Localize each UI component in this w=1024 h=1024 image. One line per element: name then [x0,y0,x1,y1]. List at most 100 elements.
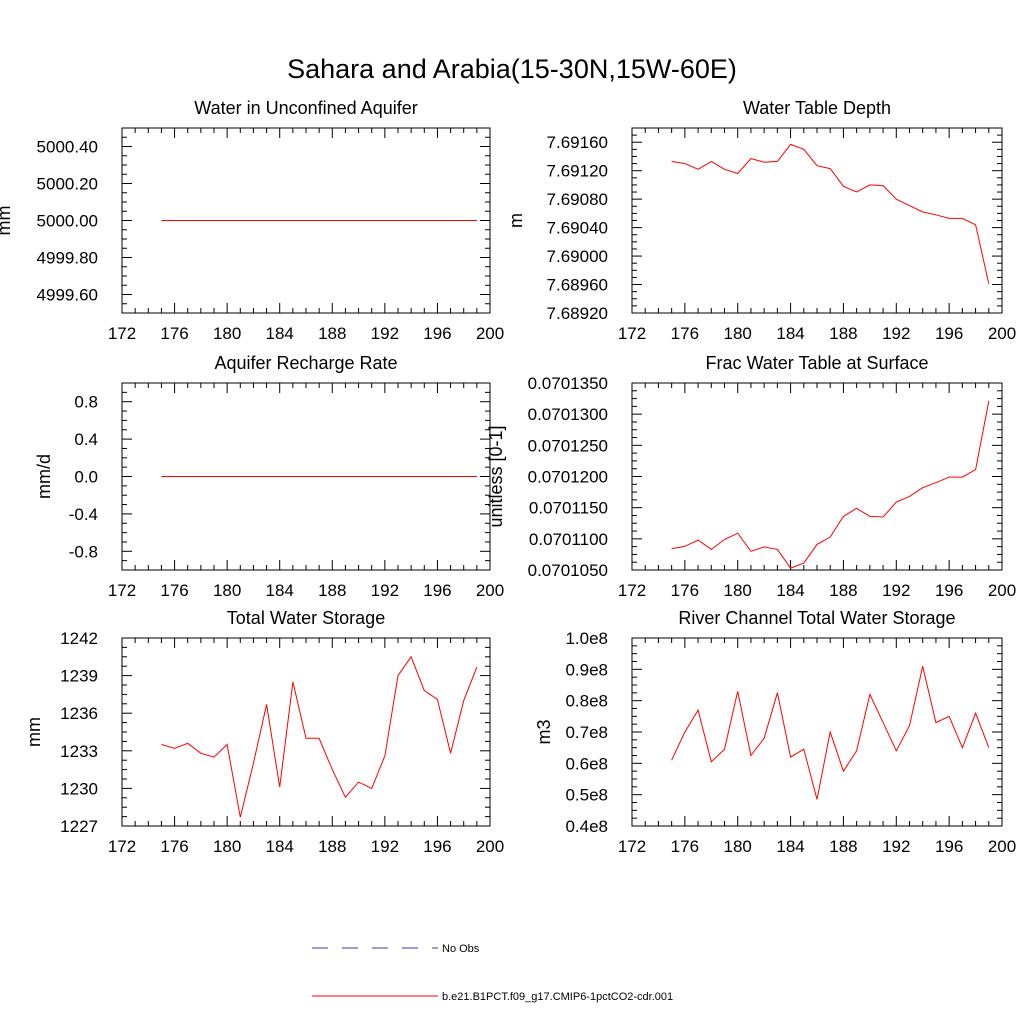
x-tick-label: 192 [882,324,910,343]
y-tick-label: 1230 [60,779,98,798]
plot-frame [121,637,491,827]
x-tick-label: 176 [671,581,699,600]
y-tick-label: 0.0701050 [528,561,608,580]
x-tick-label: 196 [935,837,963,856]
x-tick-label: 172 [108,324,136,343]
series-line [671,401,990,569]
y-tick-label: 0.0701150 [529,499,608,518]
x-tick-label: 176 [160,837,188,856]
x-tick-label: 184 [776,837,804,856]
series-line [671,666,990,800]
x-tick-label: 184 [776,324,804,343]
y-tick-label: 5000.40 [37,138,98,157]
x-tick-label: 172 [618,324,646,343]
y-tick-label: 0.0701100 [529,530,608,549]
x-tick-label: 196 [423,324,451,343]
legend: No Obs b.e21.B1PCT.f09_g17.CMIP6-1pctCO2… [312,943,673,1003]
y-tick-label: 7.69040 [547,219,608,238]
y-tick-label: -0.8 [69,542,98,561]
x-tick-label: 200 [476,837,504,856]
figure-title: Sahara and Arabia(15-30N,15W-60E) [287,54,737,84]
x-tick-label: 188 [829,837,857,856]
plot-frame [631,382,1003,571]
x-tick-label: 176 [671,837,699,856]
x-tick-label: 200 [988,837,1016,856]
panels: Water in Unconfined Aquifer mm 172 176 180 18… [0,98,1016,856]
x-tick-label: 180 [213,837,241,856]
y-tick-label: 0.0701350 [528,374,608,393]
y-tick-label: 0.0701200 [528,468,608,487]
legend-no-obs-label: No Obs [442,943,480,955]
plot-frame [631,127,1003,314]
y-axis-label: m [506,213,526,228]
panel-title: Frac Water Table at Surface [705,353,928,373]
y-axis-label: mm [0,206,14,236]
x-tick-label: 192 [371,837,399,856]
panel-title: River Channel Total Water Storage [678,608,955,628]
x-tick-label: 196 [935,581,963,600]
panel-6: River Channel Total Water Storage m3 172 17… [534,608,1016,856]
x-tick-label: 180 [724,837,752,856]
x-tick-label: 176 [671,324,699,343]
panel-title: Water Table Depth [743,98,891,118]
y-tick-label: 0.9e8 [565,660,608,679]
y-tick-label: 1233 [60,742,98,761]
y-tick-label: 5000.00 [37,212,98,231]
x-tick-label: 172 [108,837,136,856]
y-tick-label: 7.69160 [547,133,608,152]
y-tick-label: 1227 [60,817,98,836]
panel-title: Water in Unconfined Aquifer [194,98,417,118]
y-tick-label: 7.69000 [547,247,608,266]
x-tick-label: 188 [318,581,346,600]
panel-3: Aquifer Recharge Rate mm/d 172 176 180 184 188… [34,353,504,600]
panel-2: Water Table Depth m 172 176 180 184 188 192 196 2… [506,98,1016,343]
x-tick-label: 188 [318,837,346,856]
y-tick-label: -0.4 [69,505,98,524]
x-tick-label: 192 [882,581,910,600]
y-tick-label: 0.6e8 [565,754,608,773]
x-tick-label: 172 [618,581,646,600]
panel-4: Frac Water Table at Surface unitless [0-1… [486,353,1016,600]
y-tick-label: 7.68960 [547,276,608,295]
panel-title: Aquifer Recharge Rate [214,353,397,373]
x-tick-label: 180 [213,324,241,343]
series-line [161,655,478,818]
x-tick-label: 188 [318,324,346,343]
x-tick-label: 200 [476,324,504,343]
x-tick-label: 184 [266,581,294,600]
y-tick-label: 0.7e8 [565,723,608,742]
x-tick-label: 180 [724,581,752,600]
series-line [671,143,990,284]
panel-title: Total Water Storage [227,608,385,628]
x-tick-label: 192 [882,837,910,856]
x-tick-label: 172 [618,837,646,856]
y-tick-label: 0.5e8 [565,786,608,805]
x-tick-label: 200 [988,581,1016,600]
y-tick-label: 0.0 [74,468,98,487]
y-axis-label: unitless [0-1] [486,425,506,527]
panel-5: Total Water Storage mm 172 176 180 184 188 192 1… [24,608,504,856]
y-tick-label: 7.69120 [547,162,608,181]
x-tick-label: 176 [160,324,188,343]
legend-model-label: b.e21.B1PCT.f09_g17.CMIP6-1pctCO2-cdr.00… [442,991,673,1003]
y-tick-label: 1.0e8 [565,629,608,648]
x-tick-label: 200 [988,324,1016,343]
y-tick-label: 1242 [60,629,98,648]
y-tick-label: 0.4e8 [565,817,608,836]
x-tick-label: 196 [423,837,451,856]
y-tick-label: 0.4 [74,430,98,449]
x-tick-label: 200 [476,581,504,600]
x-tick-label: 176 [160,581,188,600]
y-tick-label: 7.68920 [547,304,608,323]
x-tick-label: 184 [776,581,804,600]
x-tick-label: 184 [266,324,294,343]
y-axis-label: mm/d [34,454,54,499]
x-tick-label: 196 [935,324,963,343]
x-tick-label: 172 [108,581,136,600]
x-tick-label: 196 [423,581,451,600]
y-tick-label: 5000.20 [37,175,98,194]
panel-1: Water in Unconfined Aquifer mm 172 176 180 18… [0,98,504,343]
y-tick-label: 7.69080 [547,190,608,209]
x-tick-label: 184 [266,837,294,856]
